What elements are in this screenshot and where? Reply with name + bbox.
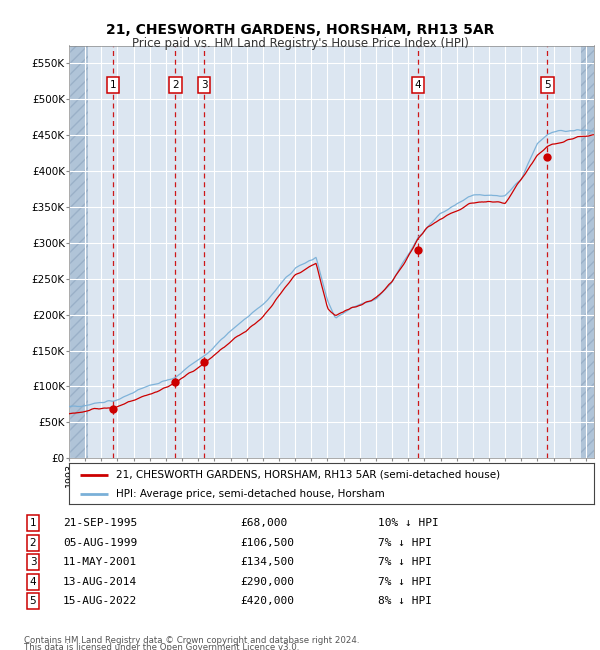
- Text: 2: 2: [29, 538, 37, 548]
- Text: 05-AUG-1999: 05-AUG-1999: [63, 538, 137, 548]
- Text: 5: 5: [29, 596, 37, 606]
- Text: 21, CHESWORTH GARDENS, HORSHAM, RH13 5AR (semi-detached house): 21, CHESWORTH GARDENS, HORSHAM, RH13 5AR…: [116, 470, 500, 480]
- Text: 7% ↓ HPI: 7% ↓ HPI: [378, 557, 432, 567]
- Text: 11-MAY-2001: 11-MAY-2001: [63, 557, 137, 567]
- Bar: [69, 46, 88, 458]
- Text: 8% ↓ HPI: 8% ↓ HPI: [378, 596, 432, 606]
- Text: 15-AUG-2022: 15-AUG-2022: [63, 596, 137, 606]
- Text: 21-SEP-1995: 21-SEP-1995: [63, 518, 137, 528]
- Text: 4: 4: [29, 577, 37, 587]
- Text: £420,000: £420,000: [240, 596, 294, 606]
- Text: 5: 5: [544, 80, 551, 90]
- Text: Price paid vs. HM Land Registry's House Price Index (HPI): Price paid vs. HM Land Registry's House …: [131, 37, 469, 50]
- Text: 13-AUG-2014: 13-AUG-2014: [63, 577, 137, 587]
- Text: £68,000: £68,000: [240, 518, 287, 528]
- Text: £134,500: £134,500: [240, 557, 294, 567]
- Text: HPI: Average price, semi-detached house, Horsham: HPI: Average price, semi-detached house,…: [116, 489, 385, 499]
- Text: This data is licensed under the Open Government Licence v3.0.: This data is licensed under the Open Gov…: [24, 644, 299, 650]
- Text: 7% ↓ HPI: 7% ↓ HPI: [378, 577, 432, 587]
- Text: 2: 2: [172, 80, 179, 90]
- Text: 21, CHESWORTH GARDENS, HORSHAM, RH13 5AR: 21, CHESWORTH GARDENS, HORSHAM, RH13 5AR: [106, 23, 494, 37]
- Text: 1: 1: [110, 80, 116, 90]
- Text: £290,000: £290,000: [240, 577, 294, 587]
- Text: 1: 1: [29, 518, 37, 528]
- Text: 4: 4: [415, 80, 422, 90]
- Text: 10% ↓ HPI: 10% ↓ HPI: [378, 518, 439, 528]
- Text: £106,500: £106,500: [240, 538, 294, 548]
- Bar: [581, 46, 594, 458]
- Text: Contains HM Land Registry data © Crown copyright and database right 2024.: Contains HM Land Registry data © Crown c…: [24, 636, 359, 645]
- Text: 7% ↓ HPI: 7% ↓ HPI: [378, 538, 432, 548]
- Text: 3: 3: [201, 80, 208, 90]
- Text: 3: 3: [29, 557, 37, 567]
